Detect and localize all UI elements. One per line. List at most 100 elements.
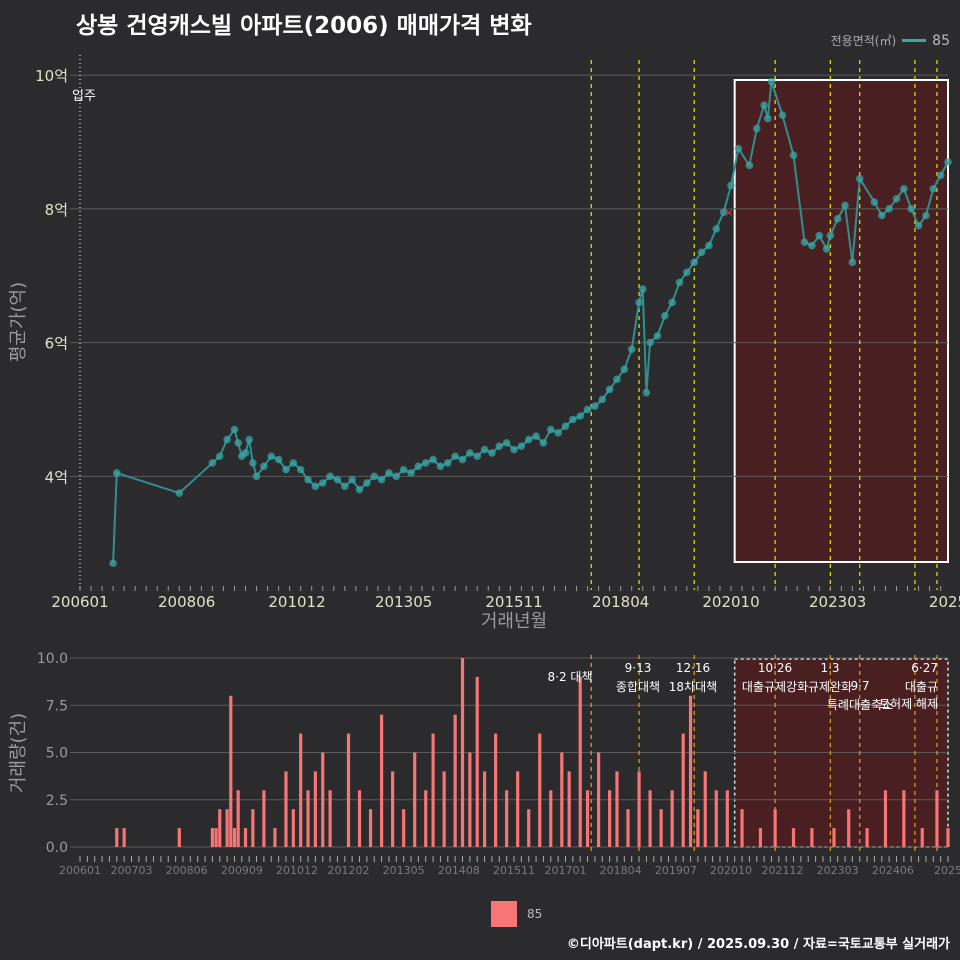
price-point xyxy=(488,449,496,457)
price-point xyxy=(675,278,684,287)
price-point xyxy=(554,429,562,437)
volume-bar xyxy=(681,733,685,847)
price-point xyxy=(260,462,268,471)
volume-bar xyxy=(696,809,700,847)
price-point xyxy=(822,245,831,253)
price-point xyxy=(778,111,787,119)
price-point xyxy=(311,482,320,491)
price-point xyxy=(399,465,408,474)
volume-bar xyxy=(413,752,417,847)
volume-bar xyxy=(442,771,446,847)
price-point xyxy=(429,455,437,464)
price-point xyxy=(175,489,184,497)
volume-bar xyxy=(251,809,255,847)
volume-bar xyxy=(218,809,222,847)
bar-x-tick-label: 200601 xyxy=(59,864,101,877)
volume-bar xyxy=(946,828,950,847)
price-point xyxy=(944,158,952,166)
price-point xyxy=(653,332,662,340)
volume-bar xyxy=(284,771,288,847)
chart-title: 상봉 건영캐스빌 아파트(2006) 매매가격 변화 xyxy=(76,13,532,39)
price-point xyxy=(719,208,728,216)
legend-series-name: 85 xyxy=(932,32,950,49)
volume-bar xyxy=(262,790,266,847)
price-point xyxy=(569,415,577,424)
price-point xyxy=(855,174,864,183)
price-point xyxy=(613,375,621,384)
price-point xyxy=(443,459,452,467)
price-point xyxy=(296,465,305,474)
policy-name-label: 대출규제강화 xyxy=(742,680,808,694)
volume-bar xyxy=(214,828,218,847)
price-point xyxy=(697,248,706,257)
y-tick-label: 10억 xyxy=(35,67,68,85)
price-point xyxy=(241,449,250,457)
price-point xyxy=(638,285,647,293)
bar-y-tick-label: 5.0 xyxy=(46,746,68,762)
price-point xyxy=(370,472,379,481)
policy-name-label: 특례대출축소 xyxy=(827,698,893,712)
price-point xyxy=(333,475,342,484)
volume-bar xyxy=(380,714,384,847)
volume-bar xyxy=(177,828,181,847)
price-point xyxy=(385,469,393,477)
bar-x-tick-label: 201012 xyxy=(276,864,318,877)
price-point xyxy=(517,442,526,451)
price-point xyxy=(234,439,242,447)
price-point xyxy=(734,144,743,153)
bar-x-tick-label: 200909 xyxy=(221,864,263,877)
bar-y-tick-label: 2.5 xyxy=(46,793,68,809)
volume-bar xyxy=(391,771,395,847)
policy-name-label: 18차대책 xyxy=(669,679,717,694)
volume-bar xyxy=(527,809,531,847)
price-point xyxy=(215,452,224,461)
price-point xyxy=(760,101,768,109)
price-point xyxy=(112,469,121,477)
price-point xyxy=(282,465,290,474)
volume-bar xyxy=(475,676,479,847)
volume-bar xyxy=(791,828,796,847)
price-point xyxy=(591,402,599,410)
price-point xyxy=(789,151,798,160)
volume-bar xyxy=(402,809,406,847)
price-point xyxy=(304,475,312,484)
y-tick-label: 8억 xyxy=(45,201,68,219)
volume-bar xyxy=(578,676,582,847)
price-point xyxy=(436,462,445,471)
volume-bar xyxy=(688,695,693,847)
price-point xyxy=(458,455,467,464)
bar-x-tick-label: 200806 xyxy=(166,864,208,877)
x-tick-label: 201305 xyxy=(375,593,432,611)
price-point xyxy=(914,221,923,230)
price-point xyxy=(318,479,327,487)
policy-date-label: 6·27 xyxy=(911,661,938,675)
policy-date-label: 9·7 xyxy=(850,679,869,693)
price-point xyxy=(583,405,592,414)
bar-x-tick-label: 202112 xyxy=(761,864,803,877)
price-point xyxy=(646,338,654,347)
price-point xyxy=(727,181,735,190)
price-point xyxy=(690,258,699,267)
price-point xyxy=(546,425,555,434)
volume-bar xyxy=(236,790,240,847)
volume-bar xyxy=(703,771,707,847)
volume-bar xyxy=(847,809,851,847)
price-point xyxy=(245,435,253,444)
bar-x-tick-label: 202303 xyxy=(817,864,859,877)
volume-bar xyxy=(740,809,744,847)
price-point xyxy=(539,439,548,447)
policy-name-label: 종합대책 xyxy=(616,679,660,694)
bar-x-tick-label: 200703 xyxy=(110,864,152,877)
bar-x-tick-label: 202406 xyxy=(872,864,914,877)
price-point xyxy=(510,445,518,454)
volume-bar xyxy=(549,790,553,847)
price-point xyxy=(605,385,614,394)
highlight-region xyxy=(733,79,950,563)
y-axis-label: 평균가(억) xyxy=(8,282,29,362)
x-tick-label: 202010 xyxy=(702,593,759,611)
price-point xyxy=(841,201,849,210)
price-point xyxy=(524,435,533,444)
price-point xyxy=(627,345,636,354)
move-in-annotation: 입주 xyxy=(72,89,96,104)
volume-bar xyxy=(608,790,612,847)
